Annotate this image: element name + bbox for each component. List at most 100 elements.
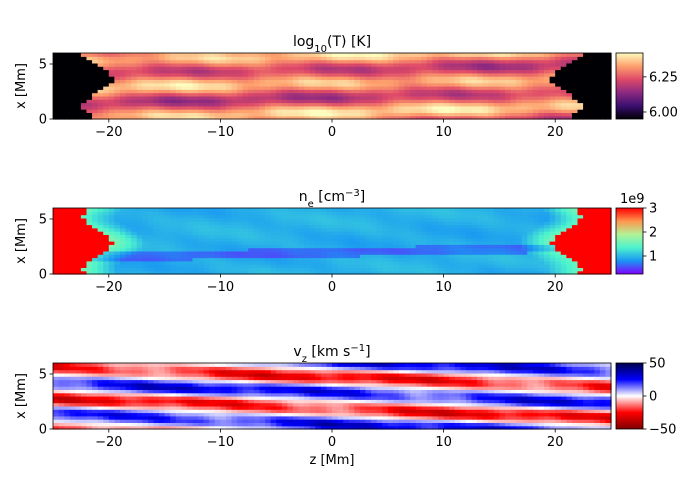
heatmap-cell bbox=[181, 208, 187, 212]
heatmap-cell bbox=[137, 53, 143, 57]
heatmap-cell bbox=[287, 53, 293, 57]
heatmap-cell bbox=[220, 208, 226, 212]
heatmap-cell bbox=[165, 53, 171, 57]
heatmap-cell bbox=[220, 363, 226, 367]
heatmap-cell bbox=[555, 53, 561, 57]
heatmap-cell bbox=[109, 53, 115, 57]
heatmap-cell bbox=[287, 208, 293, 212]
heatmap-cell bbox=[148, 363, 154, 367]
heatmap-cell bbox=[193, 53, 199, 57]
heatmap-cell bbox=[159, 208, 165, 212]
heatmap-cell bbox=[271, 208, 277, 212]
heatmap-cell bbox=[421, 53, 427, 57]
chart-title: ne [cm−3] bbox=[299, 188, 366, 210]
y-tick-label: 0 bbox=[39, 113, 47, 128]
heatmap-cell bbox=[287, 363, 293, 367]
heatmap-cell bbox=[483, 208, 489, 212]
heatmap-cell bbox=[70, 363, 76, 367]
heatmap-cell bbox=[142, 208, 148, 212]
heatmap-cell bbox=[388, 208, 394, 212]
heatmap-cell bbox=[198, 363, 204, 367]
heatmap-cell bbox=[131, 208, 137, 212]
heatmap-cell bbox=[276, 208, 282, 212]
x-tick-label: 0 bbox=[328, 280, 336, 295]
title-rest: (T) [K] bbox=[327, 34, 371, 50]
heatmap-cell bbox=[360, 53, 366, 57]
heatmap-cell bbox=[131, 363, 137, 367]
heatmap-cell bbox=[187, 363, 193, 367]
heatmap-cell bbox=[64, 363, 70, 367]
heatmap-cell bbox=[109, 208, 115, 212]
heatmap-cell bbox=[371, 53, 377, 57]
heatmap-cell bbox=[64, 53, 70, 57]
heatmap-cell bbox=[131, 53, 137, 57]
heatmap-cell bbox=[265, 363, 271, 367]
heatmap-cell bbox=[114, 208, 120, 212]
heatmap-cell bbox=[81, 53, 87, 57]
title-main: log bbox=[293, 34, 314, 50]
heatmap-cell bbox=[187, 53, 193, 57]
heatmap-cell bbox=[538, 53, 544, 57]
heatmap-cell bbox=[410, 53, 416, 57]
heatmap-cell bbox=[220, 53, 226, 57]
heatmap-cell bbox=[522, 53, 528, 57]
heatmap-cell bbox=[209, 363, 215, 367]
heatmap-cell bbox=[226, 363, 232, 367]
heatmap-cell bbox=[293, 53, 299, 57]
heatmap-cell bbox=[53, 363, 59, 367]
heatmap-cell bbox=[382, 53, 388, 57]
heatmap-cell bbox=[494, 208, 500, 212]
heatmap-cell bbox=[499, 208, 505, 212]
heatmap-cell bbox=[86, 208, 92, 212]
heatmap-cell bbox=[271, 53, 277, 57]
heatmap-cell bbox=[360, 208, 366, 212]
heatmap-cell bbox=[405, 208, 411, 212]
heatmap-cell bbox=[276, 53, 282, 57]
heatmap-cell bbox=[505, 53, 511, 57]
heatmap-cell bbox=[416, 208, 422, 212]
heatmap-cell bbox=[193, 363, 199, 367]
heatmap-cell bbox=[176, 53, 182, 57]
heatmap-cell bbox=[159, 53, 165, 57]
heatmap-cell bbox=[70, 53, 76, 57]
heatmap-cell bbox=[399, 53, 405, 57]
heatmap-cell bbox=[120, 363, 126, 367]
heatmap-cell bbox=[114, 53, 120, 57]
heatmap-cell bbox=[572, 208, 578, 212]
heatmap-cell bbox=[198, 208, 204, 212]
heatmap-cell bbox=[103, 208, 109, 212]
heatmap-cell bbox=[343, 208, 349, 212]
heatmap-cell bbox=[365, 53, 371, 57]
heatmap-cell bbox=[505, 208, 511, 212]
x-tick-label: −10 bbox=[207, 280, 234, 295]
heatmap-cell bbox=[399, 208, 405, 212]
heatmap-cell bbox=[59, 363, 65, 367]
heatmap-cell bbox=[299, 208, 305, 212]
heatmap-cell bbox=[126, 208, 132, 212]
heatmap-cell bbox=[59, 53, 65, 57]
heatmap-cell bbox=[432, 208, 438, 212]
heatmap-cell bbox=[494, 53, 500, 57]
heatmap-cell bbox=[527, 53, 533, 57]
title-main: n bbox=[299, 189, 308, 205]
heatmap-cell bbox=[64, 208, 70, 212]
colorbar-tick-label: 2 bbox=[649, 226, 657, 241]
figure: −20 −10 0 10 2005x [Mm]log10(T) [K]6.006.25−… bbox=[0, 0, 700, 500]
title-rest: [cm bbox=[314, 189, 345, 205]
heatmap-cell bbox=[98, 363, 104, 367]
heatmap-cell bbox=[410, 208, 416, 212]
heatmap-cell bbox=[75, 363, 81, 367]
heatmap-cell bbox=[265, 208, 271, 212]
heatmap-cell bbox=[466, 208, 472, 212]
heatmap-cell bbox=[455, 53, 461, 57]
heatmap-cell bbox=[377, 53, 383, 57]
heatmap-cell bbox=[176, 363, 182, 367]
heatmap-cell bbox=[477, 208, 483, 212]
heatmap-cell bbox=[254, 363, 260, 367]
heatmap-cell bbox=[70, 208, 76, 212]
heatmap-cell bbox=[354, 53, 360, 57]
heatmap-cell bbox=[472, 53, 478, 57]
heatmap-cell bbox=[338, 53, 344, 57]
heatmap-cell bbox=[193, 208, 199, 212]
heatmap-cell bbox=[103, 363, 109, 367]
